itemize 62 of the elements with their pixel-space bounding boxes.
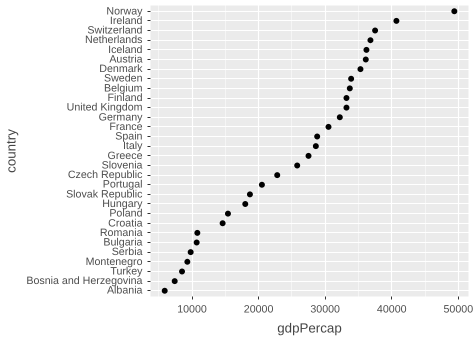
y-tick-label: Turkey: [110, 265, 144, 278]
point: [179, 268, 186, 274]
point: [367, 37, 374, 44]
x-tick-label: 50000: [444, 304, 474, 316]
point: [336, 114, 343, 120]
point: [194, 230, 200, 236]
y-tick-label: Bosnia and Herzegovina: [26, 275, 143, 288]
y-tick-label: Iceland: [108, 44, 143, 56]
x-tick-label: 20000: [244, 304, 274, 316]
point: [162, 288, 168, 294]
y-tick-label: Greece: [108, 150, 143, 162]
point: [362, 56, 369, 62]
y-tick-label: Norway: [106, 5, 144, 18]
y-tick-label: Slovak Republic: [66, 188, 144, 200]
y-tick-label: United Kingdom: [66, 102, 143, 114]
point: [346, 85, 353, 92]
point: [194, 240, 200, 246]
x-tick-label: 30000: [310, 304, 340, 316]
x-tick-label: 40000: [376, 304, 407, 316]
y-tick-label: Netherlands: [85, 34, 143, 46]
y-tick-label: Albania: [106, 284, 143, 297]
point: [363, 46, 370, 53]
y-tick-label: Poland: [109, 208, 143, 220]
y-tick-label: Sweden: [104, 72, 143, 85]
point: [314, 134, 320, 140]
point: [343, 104, 350, 111]
point: [312, 143, 319, 150]
point: [184, 258, 190, 265]
point: [172, 278, 178, 284]
y-tick-label: Czech Republic: [68, 169, 144, 182]
y-axis-title: country: [3, 128, 18, 173]
point: [372, 28, 378, 34]
y-tick-label: Spain: [115, 130, 143, 143]
y-tick-label: Serbia: [112, 246, 143, 258]
point: [258, 182, 265, 188]
point: [325, 124, 332, 130]
point: [242, 201, 248, 207]
point: [348, 76, 354, 82]
y-tick-label: Romania: [100, 226, 143, 239]
y-tick-label: Portugal: [102, 178, 143, 191]
x-axis-title: gdpPercap: [277, 320, 342, 336]
y-tick-label: Austria: [109, 53, 143, 66]
point: [343, 95, 350, 101]
point: [224, 210, 231, 217]
point: [393, 18, 400, 24]
y-tick-label: Ireland: [110, 14, 143, 27]
y-tick-label: Italy: [122, 140, 144, 152]
point: [357, 66, 364, 72]
point: [246, 191, 253, 198]
point: [274, 172, 280, 178]
point: [188, 249, 194, 256]
y-tick-label: Montenegro: [86, 256, 143, 268]
y-tick-label: Hungary: [102, 198, 144, 210]
point: [220, 220, 226, 226]
y-tick-label: Croatia: [108, 217, 143, 230]
point: [306, 152, 312, 159]
y-tick-label: Slovenia: [102, 159, 143, 172]
y-tick-label: Belgium: [104, 82, 143, 94]
y-tick-label: Bulgaria: [103, 236, 143, 249]
x-tick-label: 10000: [177, 304, 207, 316]
point: [451, 8, 458, 14]
point: [294, 162, 300, 168]
